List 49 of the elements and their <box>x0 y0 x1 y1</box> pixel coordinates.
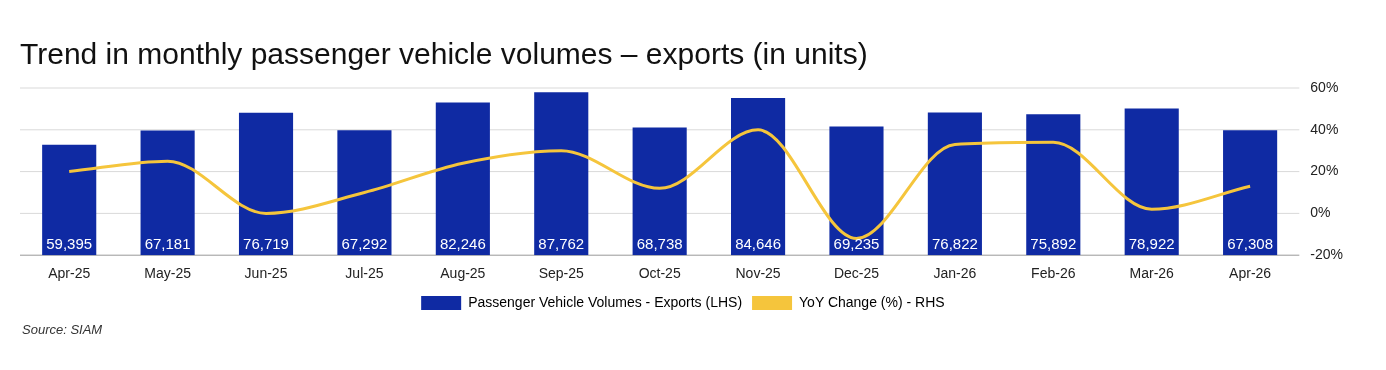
data-label: 67,181 <box>144 235 191 253</box>
x-tick-label: Jan-26 <box>933 265 977 282</box>
x-tick-label: Oct-25 <box>638 265 681 282</box>
data-label: 67,308 <box>1227 235 1274 253</box>
chart-title: Trend in monthly passenger vehicle volumes – exports (in units) <box>20 37 868 71</box>
bar <box>731 97 786 256</box>
bar <box>927 112 982 256</box>
y2-tick-label: 60% <box>1310 78 1339 95</box>
x-tick-label: Jun-25 <box>244 265 288 282</box>
source-note: Source: SIAM <box>22 322 103 337</box>
data-label: 82,246 <box>439 235 486 253</box>
bar <box>829 126 884 256</box>
x-tick-label: Sep-25 <box>538 265 585 282</box>
bar <box>1026 114 1081 256</box>
data-label: 69,235 <box>833 235 880 253</box>
line-series <box>67 128 1252 240</box>
data-label: 75,892 <box>1030 235 1077 253</box>
y2-tick-label: 40% <box>1310 120 1339 137</box>
x-tick-label: Jul-25 <box>345 265 384 282</box>
x-tick-label: May-25 <box>144 265 192 282</box>
legend-label: Passenger Vehicle Volumes - Exports (LHS) <box>468 293 743 310</box>
data-label: 78,922 <box>1128 235 1175 253</box>
data-label: 76,719 <box>243 235 289 253</box>
data-label: 68,738 <box>636 235 683 253</box>
data-label: 76,822 <box>931 235 978 253</box>
data-label: 67,292 <box>341 235 388 253</box>
data-label: 87,762 <box>538 235 585 253</box>
bar <box>1124 108 1179 256</box>
bar <box>632 127 687 256</box>
x-tick-label: Mar-26 <box>1129 265 1175 282</box>
x-tick-label: Dec-25 <box>833 265 880 282</box>
y2-tick-label: 20% <box>1310 162 1339 179</box>
x-tick-label: Aug-25 <box>440 265 486 282</box>
bar <box>238 112 294 256</box>
x-tick-label: Feb-26 <box>1031 265 1076 282</box>
bar <box>42 144 97 256</box>
x-tick-label: Apr-26 <box>1229 265 1272 282</box>
data-label: 59,395 <box>46 235 93 253</box>
bar <box>534 92 589 256</box>
y2-tick-label: 0% <box>1310 204 1331 221</box>
y2-tick-label: -20% <box>1310 246 1343 263</box>
data-label: 84,646 <box>735 235 782 253</box>
x-tick-label: Nov-25 <box>735 265 781 282</box>
bar <box>435 102 490 256</box>
x-tick-label: Apr-25 <box>48 265 91 282</box>
bar <box>140 130 195 256</box>
bar <box>337 130 392 256</box>
legend-label: YoY Change (%) - RHS <box>799 293 945 310</box>
bar <box>1223 130 1278 256</box>
